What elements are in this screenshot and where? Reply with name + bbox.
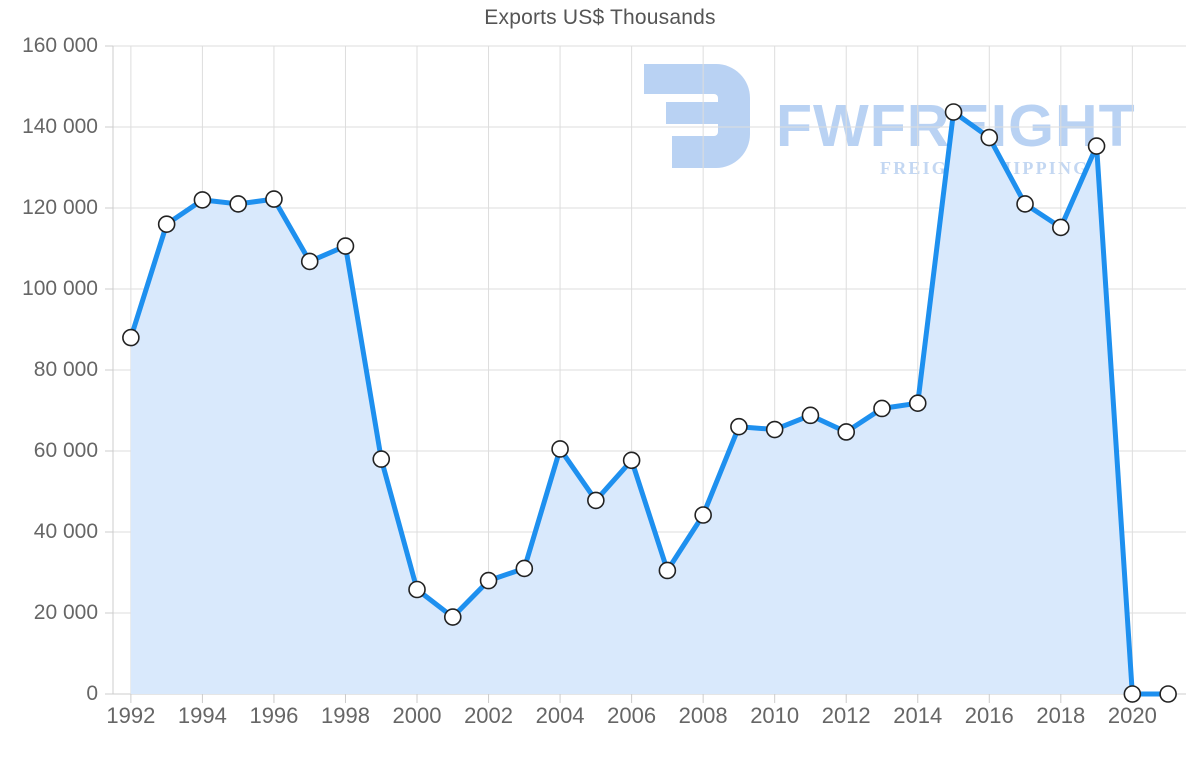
data-point-marker[interactable] bbox=[1159, 685, 1177, 703]
series-area-fill bbox=[130, 112, 1169, 694]
data-point-marker[interactable] bbox=[372, 450, 391, 468]
data-point-marker[interactable] bbox=[551, 440, 569, 458]
x-tick-label: 2014 bbox=[893, 703, 943, 728]
x-tick-label: 1998 bbox=[320, 703, 370, 728]
data-point-marker[interactable] bbox=[1052, 218, 1070, 237]
x-tick-label: 2018 bbox=[1036, 703, 1086, 728]
data-point-marker[interactable] bbox=[694, 506, 712, 524]
data-point-marker[interactable] bbox=[622, 451, 641, 470]
x-tick-label: 1992 bbox=[106, 703, 156, 728]
x-tick-label: 2012 bbox=[821, 703, 871, 728]
x-tick-label: 2000 bbox=[392, 703, 442, 728]
data-point-marker[interactable] bbox=[265, 190, 283, 208]
chart-title: Exports US$ Thousands bbox=[484, 6, 716, 29]
data-point-marker[interactable] bbox=[1087, 137, 1106, 155]
data-point-marker[interactable] bbox=[479, 571, 498, 590]
y-tick-label: 0 bbox=[86, 682, 98, 705]
data-point-marker[interactable] bbox=[157, 215, 176, 233]
y-tick-label: 60 000 bbox=[33, 439, 98, 462]
data-point-marker[interactable] bbox=[336, 237, 355, 255]
y-tick-label: 140 000 bbox=[22, 115, 98, 138]
data-point-marker[interactable] bbox=[837, 423, 856, 441]
data-point-marker[interactable] bbox=[193, 191, 212, 209]
y-tick-label: 160 000 bbox=[22, 34, 98, 57]
data-point-marker[interactable] bbox=[587, 491, 605, 510]
data-point-marker[interactable] bbox=[515, 559, 534, 578]
data-point-marker[interactable] bbox=[873, 399, 891, 418]
x-tick-label: 2010 bbox=[750, 703, 800, 728]
series-line bbox=[128, 109, 1171, 697]
x-tick-label: 2002 bbox=[464, 703, 514, 728]
x-tick-label: 2020 bbox=[1107, 703, 1157, 728]
data-point-marker[interactable] bbox=[443, 608, 462, 626]
axis-lines bbox=[105, 45, 1133, 703]
y-tick-label: 80 000 bbox=[33, 358, 98, 381]
data-point-marker[interactable] bbox=[229, 195, 247, 213]
series-markers bbox=[122, 103, 1177, 703]
data-point-marker[interactable] bbox=[980, 128, 999, 147]
data-point-marker[interactable] bbox=[801, 406, 820, 425]
data-point-marker[interactable] bbox=[658, 561, 677, 580]
data-point-marker[interactable] bbox=[408, 580, 426, 599]
x-tick-label: 1996 bbox=[249, 703, 299, 728]
x-tick-label: 1994 bbox=[177, 703, 227, 728]
data-point-marker[interactable] bbox=[122, 328, 140, 347]
data-point-marker[interactable] bbox=[300, 252, 319, 271]
y-axis: 0 20 000 40 000 60 000 80 000 100 000 120 000 1… bbox=[0, 0, 98, 763]
y-tick-label: 100 000 bbox=[22, 277, 98, 300]
data-point-marker[interactable] bbox=[765, 420, 784, 439]
x-tick-label: 2016 bbox=[964, 703, 1014, 728]
data-point-marker[interactable] bbox=[944, 103, 963, 121]
data-point-marker[interactable] bbox=[730, 417, 748, 436]
x-tick-label: 2006 bbox=[607, 703, 657, 728]
x-tick-label: 2008 bbox=[678, 703, 728, 728]
y-tick-label: 20 000 bbox=[33, 601, 98, 624]
y-tick-label: 40 000 bbox=[33, 520, 98, 543]
data-point-marker[interactable] bbox=[1123, 685, 1142, 703]
y-tick-label: 120 000 bbox=[22, 196, 98, 219]
data-point-marker[interactable] bbox=[908, 394, 927, 413]
data-point-marker[interactable] bbox=[1016, 195, 1034, 213]
x-tick-label: 2004 bbox=[535, 703, 585, 728]
